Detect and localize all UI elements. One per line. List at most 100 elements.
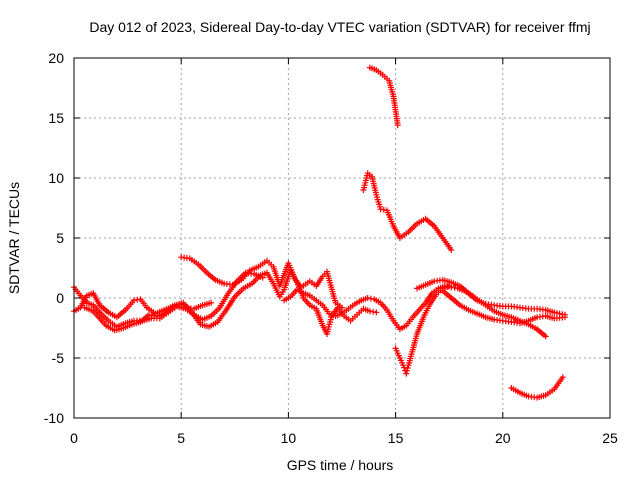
data-point: [302, 292, 305, 295]
data-point: [219, 306, 221, 309]
data-point: [371, 176, 373, 178]
data-point: [536, 328, 538, 331]
data-point: [450, 249, 453, 251]
data-point: [360, 299, 363, 302]
data-point: [206, 272, 208, 274]
data-point: [536, 308, 538, 310]
y-tick-label: 10: [48, 170, 64, 186]
data-point: [396, 124, 399, 126]
grid-lines: [74, 58, 610, 418]
data-point: [165, 311, 167, 314]
x-tick-label: 15: [388, 430, 404, 446]
data-point: [98, 317, 101, 320]
data-point: [341, 312, 343, 315]
data-point: [92, 304, 95, 307]
y-tick-label: 20: [48, 50, 64, 66]
data-point: [493, 310, 496, 313]
data-point: [309, 294, 311, 297]
data-point: [133, 299, 135, 302]
data-point: [86, 302, 88, 304]
data-point: [564, 316, 566, 319]
data-point: [279, 285, 281, 287]
data-point: [227, 292, 230, 295]
data-point: [257, 266, 260, 268]
data-point: [214, 279, 217, 281]
data-point: [242, 287, 245, 290]
data-point-markers: [281, 283, 549, 340]
data-point: [124, 322, 127, 325]
data-point: [424, 218, 427, 220]
data-point: [182, 302, 185, 304]
data-point: [392, 225, 395, 227]
data-point: [321, 275, 324, 278]
data-point: [527, 323, 530, 326]
data-point: [448, 285, 451, 287]
data-point: [405, 372, 408, 375]
data-point: [139, 298, 142, 301]
data-point: [433, 225, 436, 227]
data-point: [386, 309, 388, 311]
data-point: [328, 312, 330, 315]
data-point: [459, 304, 461, 307]
data-point: [379, 302, 382, 304]
data-point: [283, 288, 285, 291]
data-point: [442, 279, 444, 281]
data-point: [553, 311, 556, 314]
data-point: [422, 316, 425, 319]
data-point: [412, 316, 414, 319]
data-point: [249, 269, 251, 272]
axis-ticks: 0 5 10 15 20 25 -10 -5 0 5 10 15 20: [44, 50, 618, 446]
data-point: [294, 278, 296, 280]
data-point: [362, 189, 365, 191]
data-point: [416, 333, 418, 335]
data-point: [437, 287, 440, 290]
data-point: [197, 263, 200, 266]
series-track-k: [360, 170, 455, 253]
x-axis-label: GPS time / hours: [287, 457, 394, 473]
data-point: [379, 208, 382, 210]
data-point: [193, 308, 195, 310]
data-point: [139, 321, 142, 323]
data-point: [201, 304, 204, 307]
data-point: [394, 347, 397, 350]
data-marks: [71, 64, 568, 401]
data-point: [272, 282, 275, 285]
data-point: [334, 302, 337, 304]
data-point: [476, 299, 478, 302]
data-point: [510, 316, 513, 319]
data-point: [519, 322, 521, 325]
data-point: [416, 287, 418, 290]
data-point: [199, 323, 202, 326]
data-point: [131, 323, 133, 326]
data-point: [418, 309, 421, 311]
data-point: [216, 321, 219, 323]
data-point: [272, 266, 275, 268]
data-point: [431, 292, 433, 295]
data-point: [341, 306, 343, 309]
data-point: [502, 314, 504, 316]
data-point: [399, 357, 401, 359]
data-point: [388, 80, 391, 82]
series-track-i: [508, 374, 566, 401]
data-point: [369, 310, 371, 313]
data-point: [362, 308, 365, 310]
data-point: [321, 324, 324, 327]
data-point: [510, 321, 513, 323]
data-point: [392, 320, 395, 322]
data-point: [79, 306, 82, 309]
data-point: [330, 286, 333, 289]
data-point: [433, 280, 436, 283]
data-point: [234, 296, 236, 298]
data-point: [450, 286, 453, 289]
data-point: [450, 281, 453, 284]
x-tick-label: 25: [602, 430, 618, 446]
data-point: [113, 329, 116, 332]
data-point-markers: [508, 374, 566, 401]
data-point: [366, 172, 369, 174]
data-point: [536, 396, 538, 399]
x-tick-label: 0: [70, 430, 78, 446]
data-point: [210, 315, 212, 317]
data-point: [459, 285, 461, 287]
